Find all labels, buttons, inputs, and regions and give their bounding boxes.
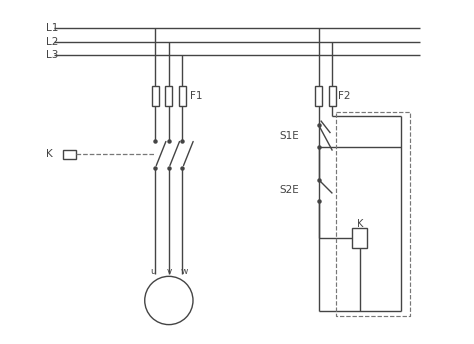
Text: w: w (181, 267, 188, 276)
Text: u: u (151, 267, 156, 276)
Text: S1E: S1E (280, 131, 300, 141)
Bar (329, 86, 336, 106)
Circle shape (145, 276, 193, 325)
Text: F2: F2 (338, 91, 351, 101)
Text: K: K (46, 150, 53, 160)
Bar (352, 228, 367, 248)
Text: L3: L3 (46, 50, 59, 60)
Bar (64, 150, 76, 159)
Bar (315, 86, 322, 106)
Text: K: K (356, 219, 363, 229)
Text: F1: F1 (190, 91, 203, 101)
Text: L1: L1 (46, 23, 59, 33)
Text: S2E: S2E (280, 185, 300, 195)
Text: M: M (163, 288, 175, 302)
Text: L2: L2 (46, 36, 59, 46)
Bar (152, 86, 159, 106)
Bar (179, 86, 186, 106)
Bar (165, 86, 173, 106)
Text: v: v (166, 267, 172, 276)
Text: 3~: 3~ (161, 302, 176, 312)
